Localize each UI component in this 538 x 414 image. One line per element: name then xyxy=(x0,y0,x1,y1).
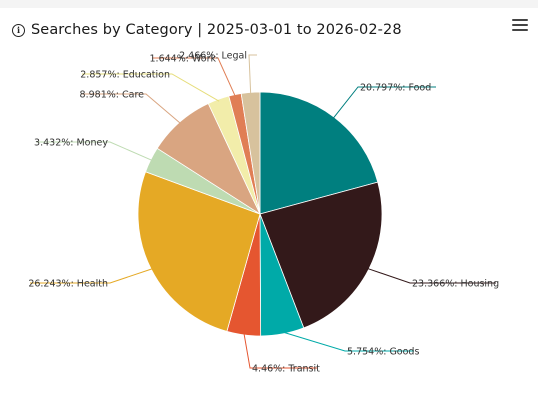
leader-line-housing xyxy=(366,267,496,284)
leader-line-care xyxy=(81,93,182,125)
slice-label-health: 26.243%: Health xyxy=(28,279,108,290)
leader-line-transit xyxy=(243,332,317,369)
pie-slices xyxy=(137,91,383,337)
slice-label-legal: 2.466%: Legal xyxy=(179,51,247,62)
slice-labels: 20.797%: Food 23.366%: Housing 5.754%: Goo… xyxy=(28,51,499,375)
leader-line-goods xyxy=(282,331,414,352)
chart-title: Searches by Category | 2025-03-01 to 202… xyxy=(31,22,402,38)
top-band xyxy=(0,0,538,8)
leader-line-health xyxy=(30,268,154,284)
slice-label-transit: 4.46%: Transit xyxy=(252,364,320,375)
leader-line-money xyxy=(36,141,153,162)
hamburger-menu-icon[interactable] xyxy=(512,19,528,33)
chart-header: i Searches by Category | 2025-03-01 to 2… xyxy=(12,20,402,40)
slice-label-food: 20.797%: Food xyxy=(360,83,431,94)
slice-label-goods: 5.754%: Goods xyxy=(347,347,419,358)
slice-label-work: 1.644%: Work xyxy=(150,54,217,65)
info-icon[interactable]: i xyxy=(12,23,25,37)
slice-label-care: 8.981%: Care xyxy=(80,90,145,101)
slice-label-housing: 23.366%: Housing xyxy=(412,279,499,290)
leader-line-work xyxy=(152,57,236,97)
leader-line-education xyxy=(82,73,220,102)
slice-label-education: 2.857%: Education xyxy=(80,70,170,81)
leader-lines xyxy=(30,54,496,369)
slice-label-money: 3.432%: Money xyxy=(34,138,108,149)
leader-line-food xyxy=(332,86,436,120)
leader-line-legal xyxy=(248,54,257,95)
